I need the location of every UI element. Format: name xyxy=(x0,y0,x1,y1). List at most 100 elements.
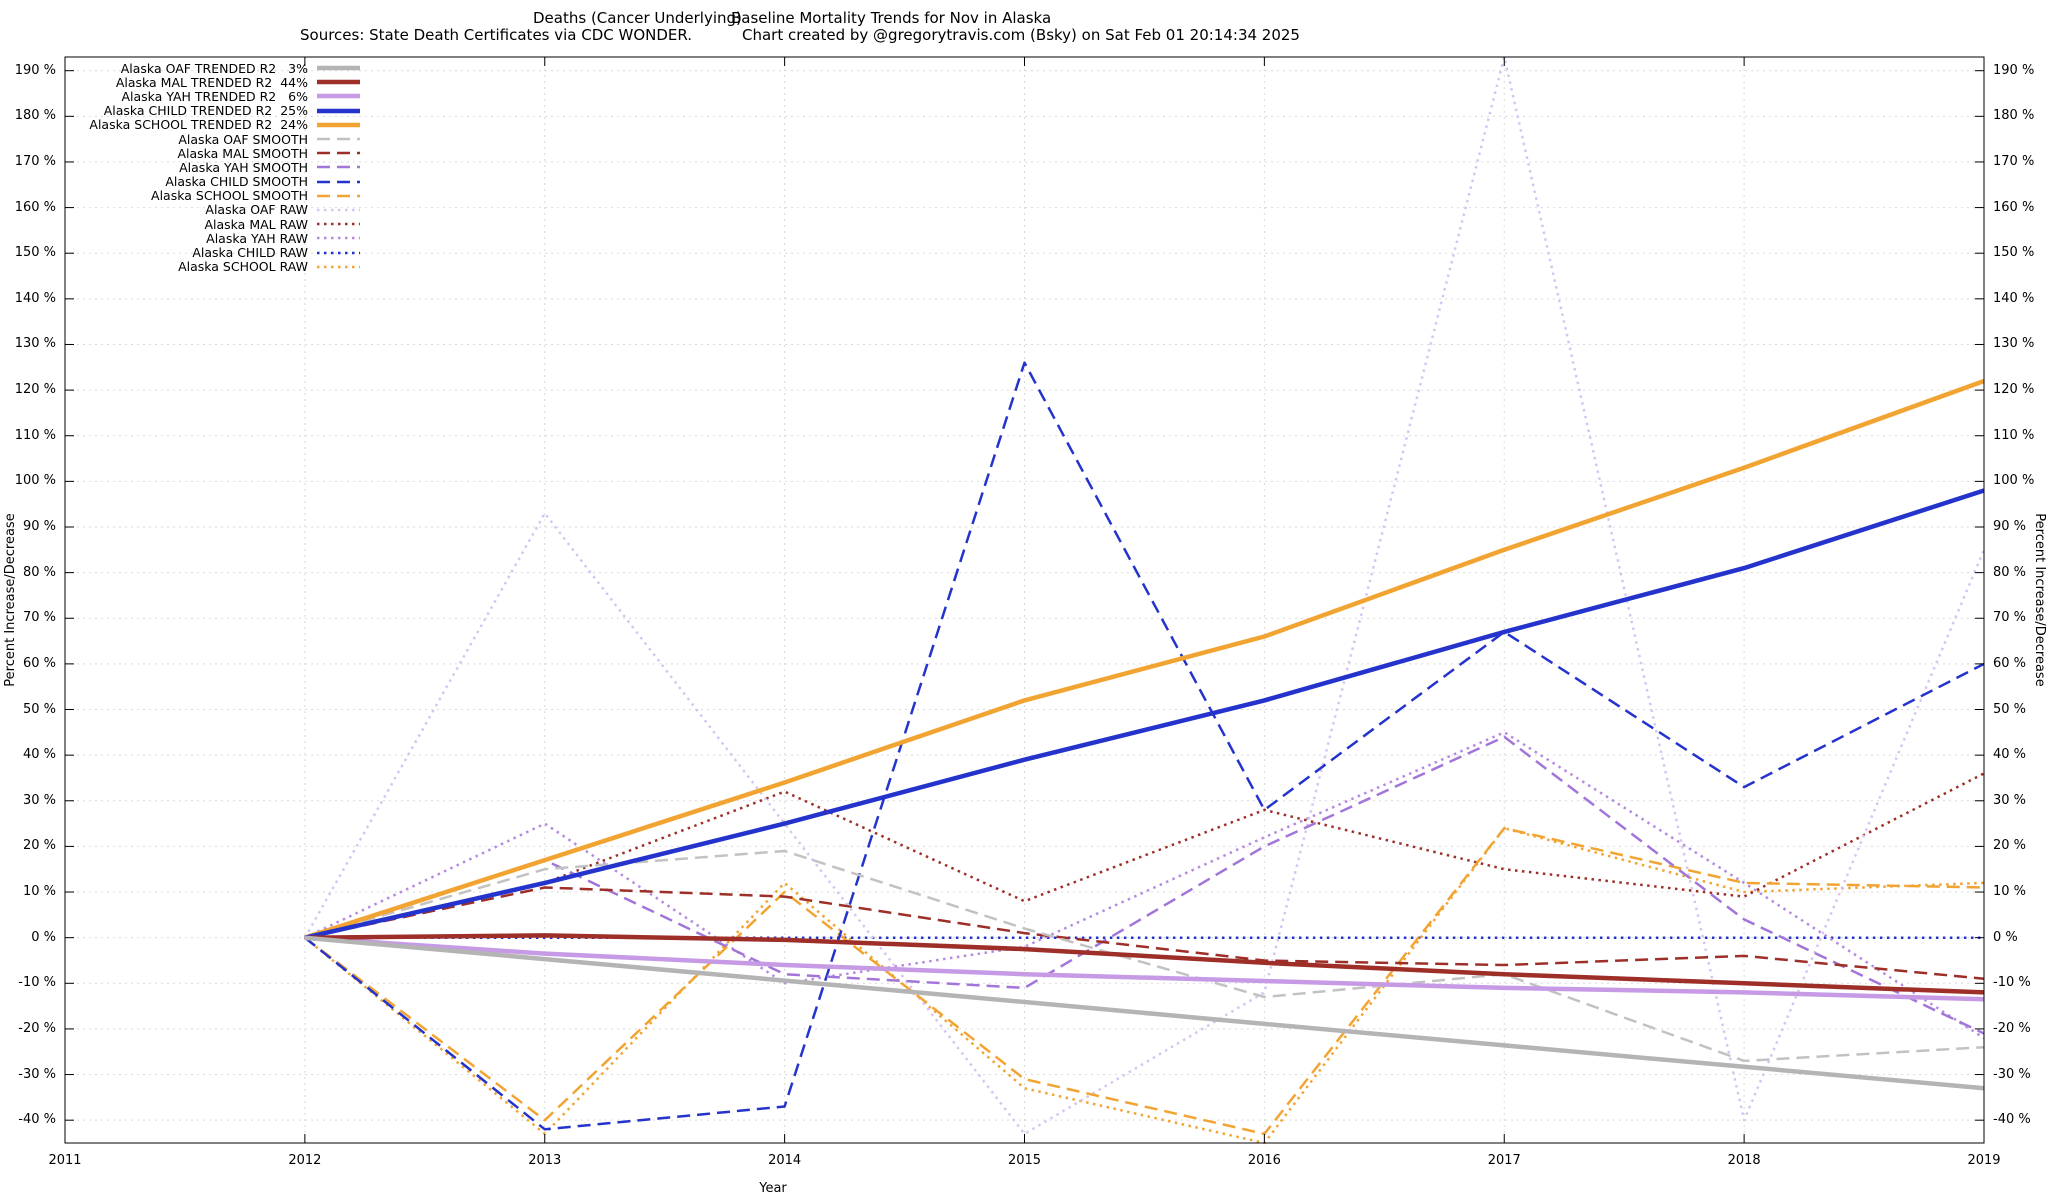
x-tick-label: 2019 xyxy=(1967,1153,2001,1168)
y-tick-label-left: 160 % xyxy=(14,199,56,215)
series-alaska-mal-raw xyxy=(304,772,1985,939)
y-tick-label-right: 180 % xyxy=(1993,108,2035,124)
chart-title-left: Deaths (Cancer Underlying) xyxy=(533,9,742,27)
y-tick-label-right: 10 % xyxy=(1993,884,2027,900)
legend-label: Alaska SCHOOL TRENDED R2 24% xyxy=(89,117,308,133)
plot-border xyxy=(64,56,1985,1144)
series-alaska-oaf-raw xyxy=(303,55,1986,1136)
y-tick-label-right: -20 % xyxy=(1993,1020,2031,1036)
x-tick-label: 2014 xyxy=(768,1153,802,1168)
y-tick-label-left: 70 % xyxy=(22,610,56,626)
legend-label: Alaska CHILD SMOOTH xyxy=(165,174,308,190)
y-tick-label-left: -30 % xyxy=(18,1066,56,1082)
legend-line-sample xyxy=(317,237,360,240)
y-tick-label-left: 50 % xyxy=(22,701,56,717)
y-tick-label-left: 150 % xyxy=(14,245,56,261)
legend-line-sample xyxy=(317,65,360,71)
y-tick-label-right: 140 % xyxy=(1993,290,2035,306)
y-tick-label-left: 40 % xyxy=(22,747,56,763)
legend-entry-alaska-mal-raw: Alaska MAL RAW xyxy=(64,217,362,232)
y-tick-label-right: 110 % xyxy=(1993,427,2035,443)
legend-label: Alaska CHILD RAW xyxy=(192,245,308,261)
chart-title-right: Baseline Mortality Trends for Nov in Ala… xyxy=(731,9,1052,27)
series-alaska-oaf-smooth xyxy=(304,849,1985,1063)
y-tick-label-left: 0 % xyxy=(31,929,56,945)
y-axis-label-right: Percent Increase/Decrease xyxy=(2032,513,2047,686)
legend-entry-alaska-child-raw: Alaska CHILD RAW xyxy=(64,245,362,261)
x-axis-label: Year xyxy=(758,1181,787,1196)
legend-line-sample xyxy=(317,265,360,268)
y-tick-label-right: 130 % xyxy=(1993,336,2035,352)
series-alaska-mal-trended xyxy=(304,933,1985,995)
y-tick-label-right: 30 % xyxy=(1993,792,2027,808)
legend-label: Alaska SCHOOL RAW xyxy=(178,259,308,275)
y-tick-label-left: 90 % xyxy=(22,518,56,534)
y-tick-label-right: 170 % xyxy=(1993,153,2035,169)
legend-line-sample xyxy=(317,222,360,226)
series-layer xyxy=(303,55,1986,1145)
legend-label: Alaska OAF SMOOTH xyxy=(178,131,308,147)
y-tick-label-left: 120 % xyxy=(14,382,56,398)
x-tick-label: 2011 xyxy=(48,1153,82,1168)
legend-line-sample xyxy=(317,251,360,254)
series-alaska-school-raw xyxy=(304,826,1985,1145)
y-tick-label-left: -40 % xyxy=(18,1112,56,1128)
legend-entry-alaska-mal-smooth: Alaska MAL SMOOTH xyxy=(64,145,362,161)
y-tick-label-right: 160 % xyxy=(1993,199,2035,215)
y-tick-label-right: 40 % xyxy=(1993,747,2027,763)
legend-label: Alaska MAL TRENDED R2 44% xyxy=(115,74,308,90)
legend-line-sample xyxy=(317,80,360,85)
series-alaska-oaf-trended xyxy=(304,935,1985,1091)
legend-line-sample xyxy=(317,122,360,128)
y-tick-label-right: -10 % xyxy=(1993,975,2031,991)
legend-entry-alaska-yah-trended: Alaska YAH TRENDED R2 6% xyxy=(64,89,362,104)
x-tick-label: 2018 xyxy=(1727,1153,1761,1168)
series-alaska-yah-smooth xyxy=(304,735,1985,1035)
y-tick-label-left: 100 % xyxy=(14,473,56,489)
legend-label: Alaska SCHOOL SMOOTH xyxy=(151,188,308,204)
y-tick-label-left: 130 % xyxy=(14,336,56,352)
chart-subtitle-credit: Chart created by @gregorytravis.com (Bsk… xyxy=(742,26,1300,44)
y-tick-label-left: 80 % xyxy=(22,564,56,580)
legend-label: Alaska OAF RAW xyxy=(205,202,308,218)
x-tick-label: 2015 xyxy=(1007,1153,1042,1168)
x-tick-label: 2013 xyxy=(528,1153,562,1168)
y-tick-label-right: 50 % xyxy=(1993,701,2027,717)
y-tick-label-right: 70 % xyxy=(1993,610,2027,626)
y-tick-label-left: 20 % xyxy=(22,838,56,854)
y-tick-label-right: -40 % xyxy=(1993,1112,2031,1128)
legend-line-sample xyxy=(317,166,360,169)
legend-line-sample xyxy=(317,108,360,113)
x-tick-label: 2012 xyxy=(288,1153,322,1168)
y-tick-label-left: -10 % xyxy=(18,975,56,991)
series-alaska-school-trended xyxy=(304,378,1985,940)
y-tick-label-right: 190 % xyxy=(1993,62,2035,78)
legend-line-sample xyxy=(317,208,360,212)
series-alaska-child-smooth xyxy=(304,361,1985,1131)
x-tick-label: 2016 xyxy=(1247,1153,1281,1168)
series-alaska-mal-smooth xyxy=(304,886,1985,980)
series-alaska-child-trended xyxy=(304,488,1985,940)
chart-subtitle-sources: Sources: State Death Certificates via CD… xyxy=(300,26,693,44)
legend-label: Alaska CHILD TRENDED R2 25% xyxy=(103,103,308,119)
legend-line-sample xyxy=(317,180,360,183)
y-tick-label-left: 190 % xyxy=(14,62,56,78)
y-tick-label-right: -30 % xyxy=(1993,1066,2031,1082)
legend-label: Alaska OAF TRENDED R2 3% xyxy=(120,60,308,76)
legend-line-sample xyxy=(317,94,360,99)
legend-entry-alaska-yah-smooth: Alaska YAH SMOOTH xyxy=(64,160,362,175)
y-tick-label-left: -20 % xyxy=(18,1020,56,1036)
legend-line-sample xyxy=(317,151,360,155)
legend-label: Alaska YAH RAW xyxy=(206,230,308,246)
y-tick-label-right: 60 % xyxy=(1993,655,2027,671)
legend-entry-alaska-school-smooth: Alaska SCHOOL SMOOTH xyxy=(64,188,362,204)
legend-entry-alaska-child-trended: Alaska CHILD TRENDED R2 25% xyxy=(64,103,362,119)
legend-entry-alaska-mal-trended: Alaska MAL TRENDED R2 44% xyxy=(64,74,362,90)
legend-label: Alaska MAL SMOOTH xyxy=(177,145,308,161)
y-tick-label-right: 120 % xyxy=(1993,382,2035,398)
legend-entry-alaska-oaf-trended: Alaska OAF TRENDED R2 3% xyxy=(64,60,362,76)
series-alaska-yah-trended xyxy=(304,935,1985,1002)
y-axis-label-left: Percent Increase/Decrease xyxy=(3,513,18,686)
y-tick-label-left: 10 % xyxy=(22,884,56,900)
y-tick-label-left: 140 % xyxy=(14,290,56,306)
